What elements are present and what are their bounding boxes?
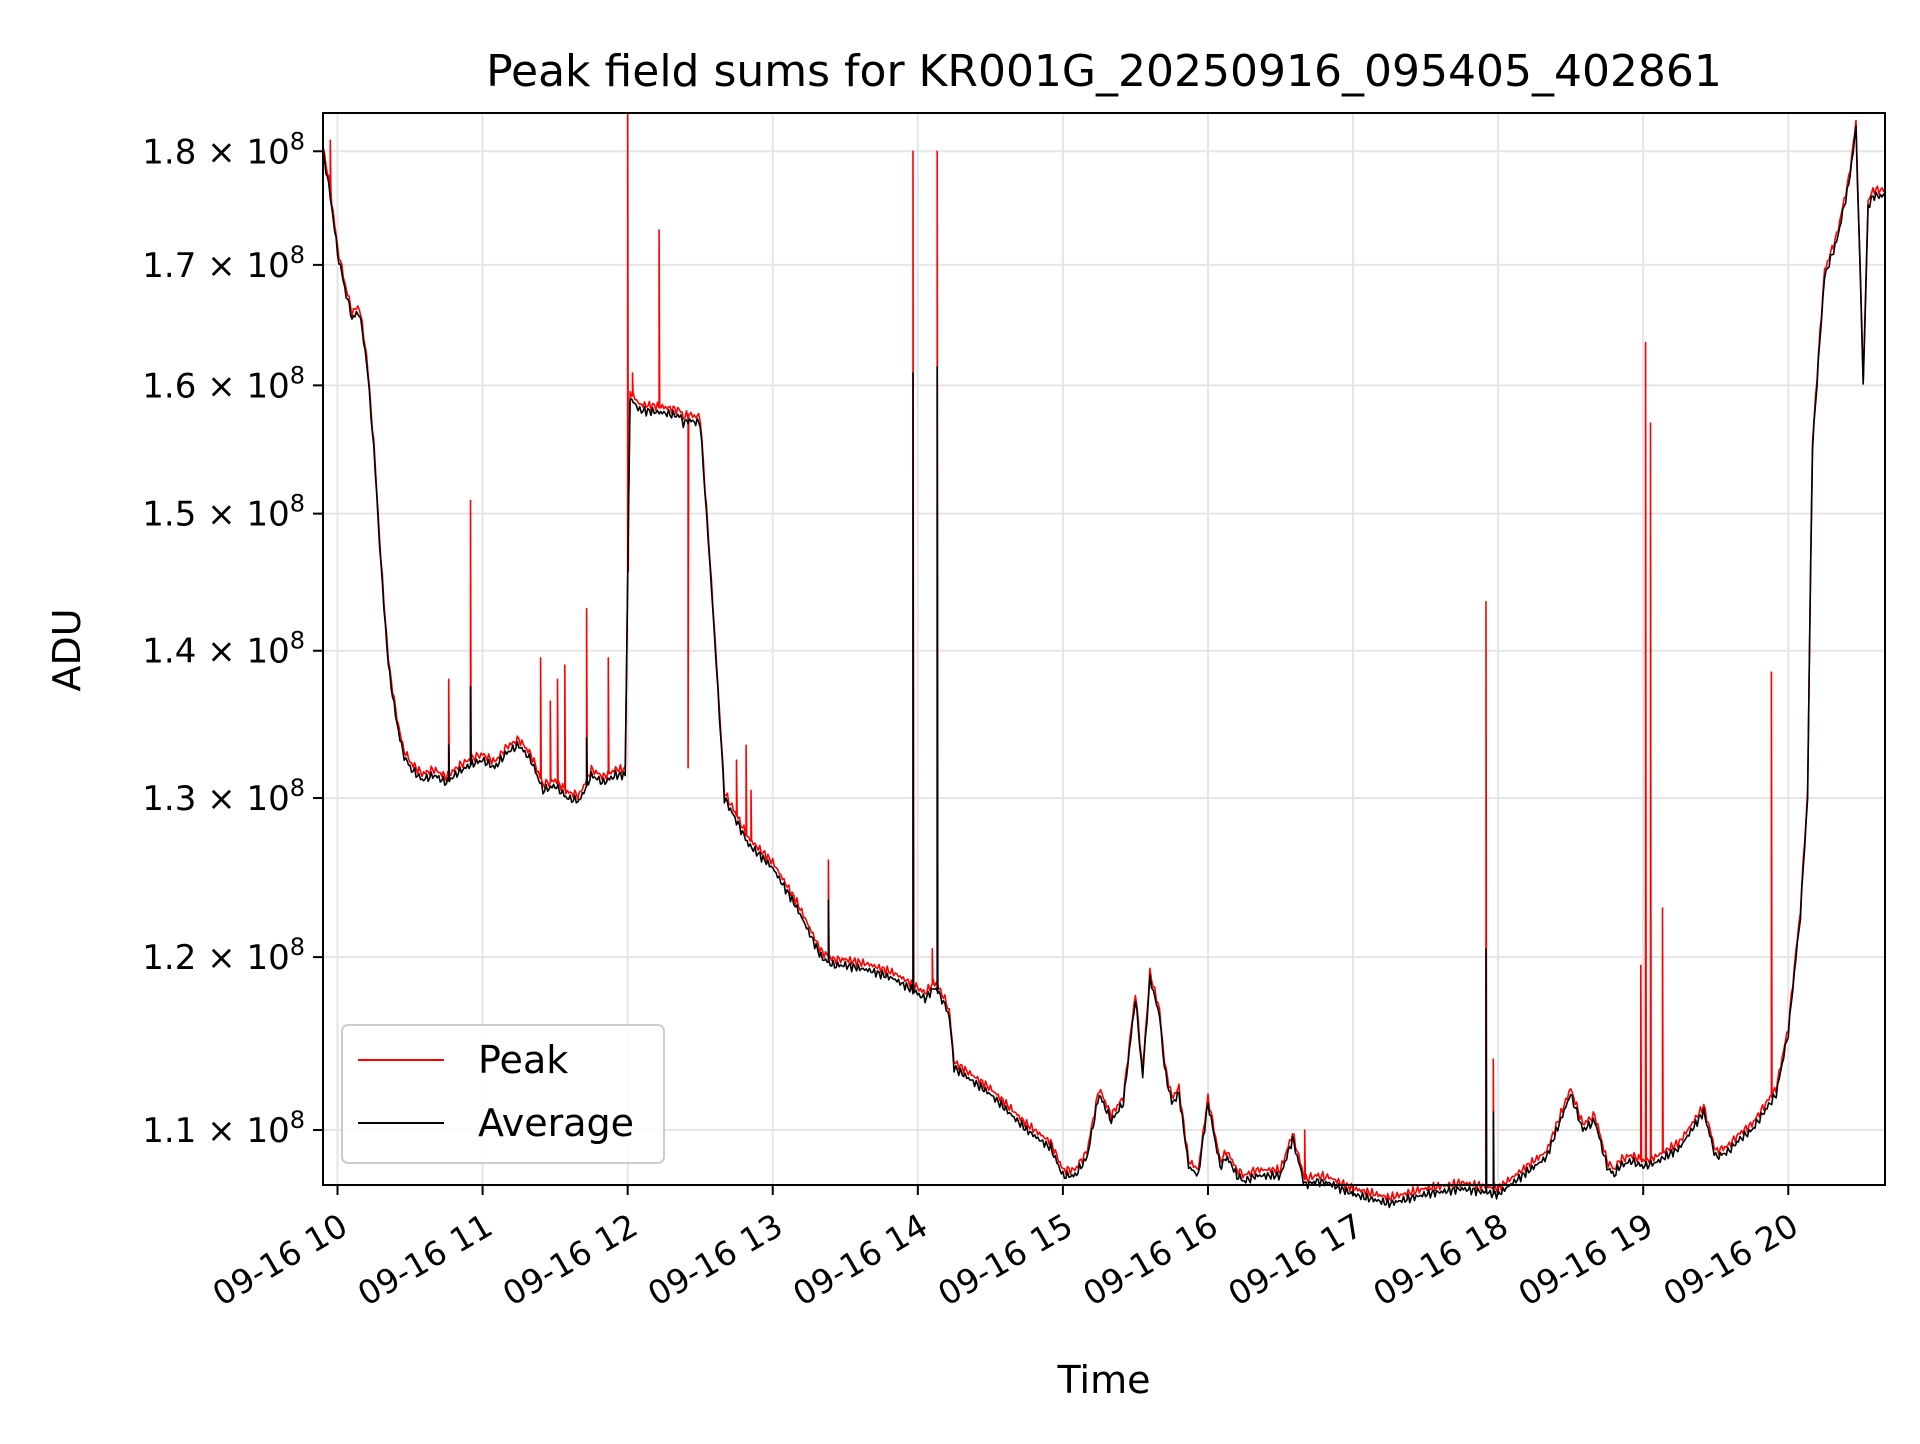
y-tick-label: 1.4 × 108 xyxy=(142,627,305,672)
x-tick-label: 09-16 16 xyxy=(1076,1206,1224,1314)
x-tick-label: 09-16 13 xyxy=(641,1206,789,1314)
x-tick-label: 09-16 14 xyxy=(786,1206,934,1314)
x-tick-label: 09-16 18 xyxy=(1367,1206,1515,1314)
x-tick-label: 09-16 11 xyxy=(351,1206,499,1314)
series-line-peak xyxy=(322,112,1886,1202)
legend: Peak Average xyxy=(341,1024,665,1164)
y-axis-label: ADU xyxy=(45,608,89,691)
legend-label-average: Average xyxy=(478,1101,634,1145)
y-tick-label: 1.8 × 108 xyxy=(142,127,305,172)
x-tick-label: 09-16 19 xyxy=(1512,1206,1660,1314)
x-tick-label: 09-16 12 xyxy=(496,1206,644,1314)
y-tick-label: 1.6 × 108 xyxy=(142,361,305,406)
y-tick-label: 1.5 × 108 xyxy=(142,490,305,535)
legend-label-peak: Peak xyxy=(478,1038,568,1082)
x-tick-label: 09-16 17 xyxy=(1221,1206,1369,1314)
y-tick-label: 1.7 × 108 xyxy=(142,241,305,286)
plot-frame xyxy=(322,112,1886,1186)
x-axis-label: Time xyxy=(1057,1358,1151,1402)
y-axis-ticks: 1.1 × 108 1.2 × 108 1.3 × 108 1.4 × 108 1.5 … xyxy=(142,127,323,1151)
chart-title: Peak field sums for KR001G_20250916_0954… xyxy=(486,46,1722,97)
x-tick-label: 09-16 20 xyxy=(1657,1206,1805,1314)
y-tick-label: 1.1 × 108 xyxy=(142,1106,305,1151)
series-lines xyxy=(322,112,1886,1209)
series-line-average xyxy=(322,125,1886,1209)
y-tick-label: 1.2 × 108 xyxy=(142,933,305,978)
y-tick-label: 1.3 × 108 xyxy=(142,774,305,819)
x-tick-label: 09-16 15 xyxy=(931,1206,1079,1314)
x-tick-label: 09-16 10 xyxy=(206,1206,354,1314)
